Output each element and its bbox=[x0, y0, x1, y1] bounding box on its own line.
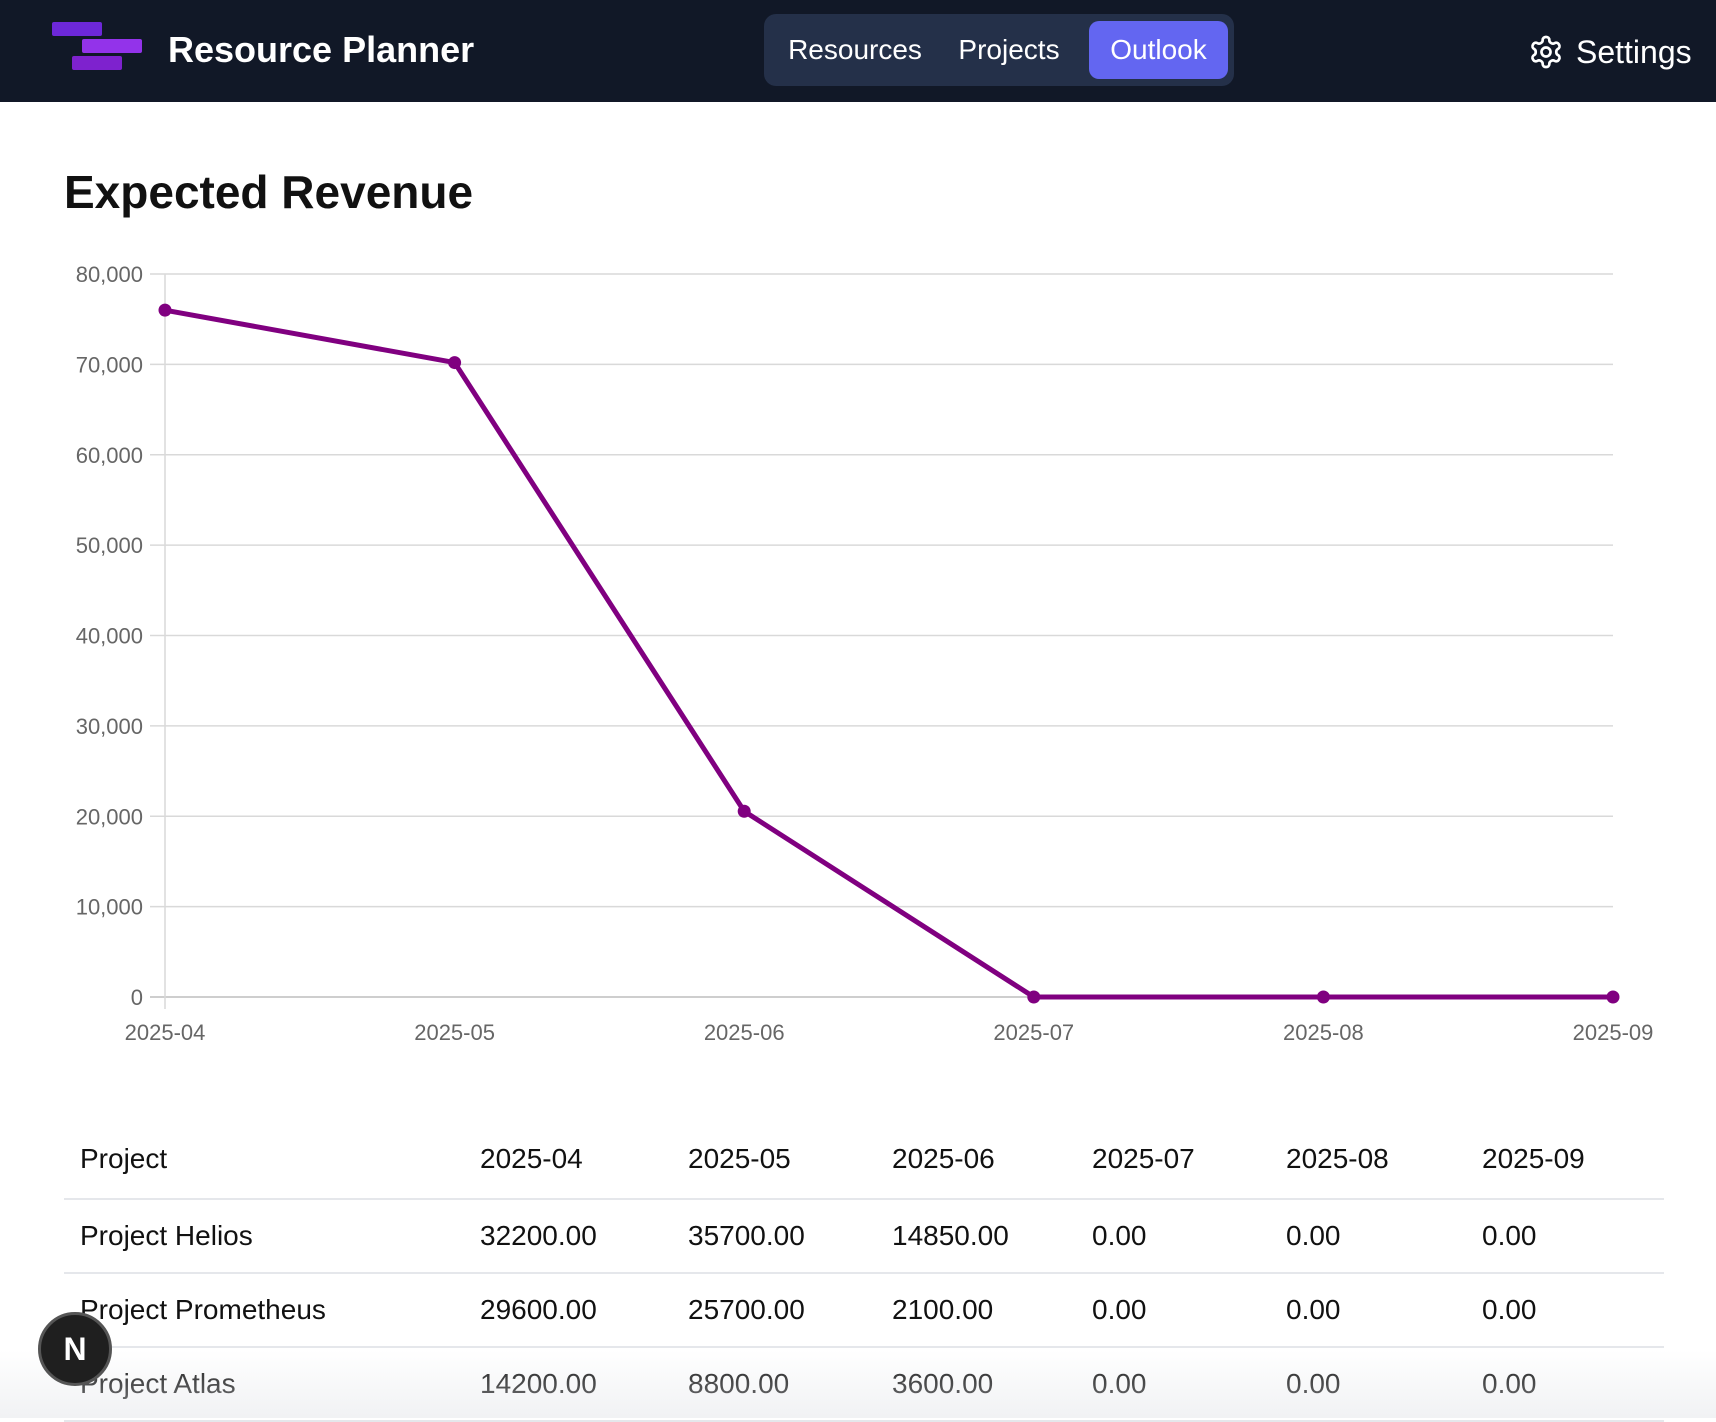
tab-resources[interactable]: Resources bbox=[788, 34, 922, 65]
table-cell: 0.00 bbox=[1076, 1347, 1270, 1422]
gear-icon bbox=[1531, 35, 1561, 69]
table-cell: 0.00 bbox=[1076, 1199, 1270, 1274]
y-tick-label: 20,000 bbox=[76, 804, 143, 829]
x-tick-label: 2025-06 bbox=[704, 1020, 785, 1045]
app-logo-icon[interactable] bbox=[52, 22, 144, 74]
table-cell: 8800.00 bbox=[672, 1347, 876, 1422]
table-cell: 0.00 bbox=[1466, 1199, 1664, 1274]
page-title: Expected Revenue bbox=[64, 166, 474, 218]
column-header: 2025-07 bbox=[1076, 1120, 1270, 1200]
x-tick-label: 2025-07 bbox=[993, 1020, 1074, 1045]
column-header: 2025-08 bbox=[1270, 1120, 1466, 1200]
table-row: Project Helios 32200.00 35700.00 14850.0… bbox=[64, 1199, 1664, 1274]
expected-revenue-chart: 0 10,000 20,000 30,000 40,000 50,000 60,000 70,… bbox=[76, 262, 1654, 1045]
table-row: Project Atlas 14200.00 8800.00 3600.00 0… bbox=[64, 1347, 1664, 1422]
settings-label: Settings bbox=[1576, 34, 1692, 70]
column-header: 2025-06 bbox=[876, 1120, 1076, 1200]
x-tick-label: 2025-09 bbox=[1573, 1020, 1654, 1045]
y-tick-label: 60,000 bbox=[76, 443, 143, 468]
y-tick-label: 80,000 bbox=[76, 262, 143, 287]
table-cell: 35700.00 bbox=[672, 1199, 876, 1274]
table-cell: 0.00 bbox=[1466, 1273, 1664, 1348]
top-navbar: Resource Planner Resources Projects Outl… bbox=[0, 0, 1716, 102]
table-cell: 3600.00 bbox=[876, 1347, 1076, 1422]
table-row: Project Prometheus 29600.00 25700.00 210… bbox=[64, 1273, 1664, 1348]
x-tick-label: 2025-04 bbox=[125, 1020, 206, 1045]
y-tick-label: 70,000 bbox=[76, 352, 143, 377]
data-point bbox=[1606, 990, 1620, 1004]
table-cell: 0.00 bbox=[1270, 1347, 1466, 1422]
revenue-table: Project 2025-04 2025-05 2025-06 2025-07 … bbox=[64, 1120, 1664, 1422]
logo-bar-middle bbox=[82, 39, 142, 53]
table-cell: 0.00 bbox=[1270, 1273, 1466, 1348]
column-header: 2025-05 bbox=[672, 1120, 876, 1200]
project-name-cell: Project Prometheus bbox=[64, 1273, 464, 1348]
settings-button[interactable]: Settings bbox=[1528, 24, 1704, 76]
data-point bbox=[448, 356, 462, 370]
data-point bbox=[158, 303, 172, 317]
y-tick-label: 10,000 bbox=[76, 895, 143, 920]
table-cell: 14200.00 bbox=[464, 1347, 672, 1422]
table-cell: 32200.00 bbox=[464, 1199, 672, 1274]
data-point bbox=[1027, 990, 1041, 1004]
table-cell: 0.00 bbox=[1270, 1199, 1466, 1274]
table-cell: 0.00 bbox=[1076, 1273, 1270, 1348]
table-header-row: Project 2025-04 2025-05 2025-06 2025-07 … bbox=[64, 1120, 1664, 1200]
project-name-cell: Project Atlas bbox=[64, 1347, 464, 1422]
data-point bbox=[737, 804, 751, 818]
y-tick-label: 30,000 bbox=[76, 714, 143, 739]
series-line bbox=[162, 307, 1616, 1000]
table-cell: 25700.00 bbox=[672, 1273, 876, 1348]
app-title: Resource Planner bbox=[168, 29, 475, 70]
dev-tools-badge[interactable]: N bbox=[38, 1312, 112, 1386]
table-cell: 0.00 bbox=[1466, 1347, 1664, 1422]
project-name-cell: Project Helios bbox=[64, 1199, 464, 1274]
column-header: 2025-04 bbox=[464, 1120, 672, 1200]
column-header: Project bbox=[64, 1120, 464, 1200]
column-header: 2025-09 bbox=[1466, 1120, 1664, 1200]
y-tick-label: 0 bbox=[131, 985, 143, 1010]
table-cell: 2100.00 bbox=[876, 1273, 1076, 1348]
logo-bar-bottom bbox=[72, 56, 122, 70]
main-nav-tabs: Resources Projects Outlook bbox=[764, 14, 1234, 86]
x-tick-label: 2025-05 bbox=[414, 1020, 495, 1045]
y-tick-label: 50,000 bbox=[76, 533, 143, 558]
table-cell: 29600.00 bbox=[464, 1273, 672, 1348]
tab-projects[interactable]: Projects bbox=[958, 34, 1060, 65]
y-tick-label: 40,000 bbox=[76, 624, 143, 649]
table-cell: 14850.00 bbox=[876, 1199, 1076, 1274]
data-point bbox=[1316, 990, 1330, 1004]
logo-bar-top bbox=[52, 22, 102, 36]
x-tick-label: 2025-08 bbox=[1283, 1020, 1364, 1045]
tab-outlook[interactable]: Outlook bbox=[1089, 21, 1228, 79]
